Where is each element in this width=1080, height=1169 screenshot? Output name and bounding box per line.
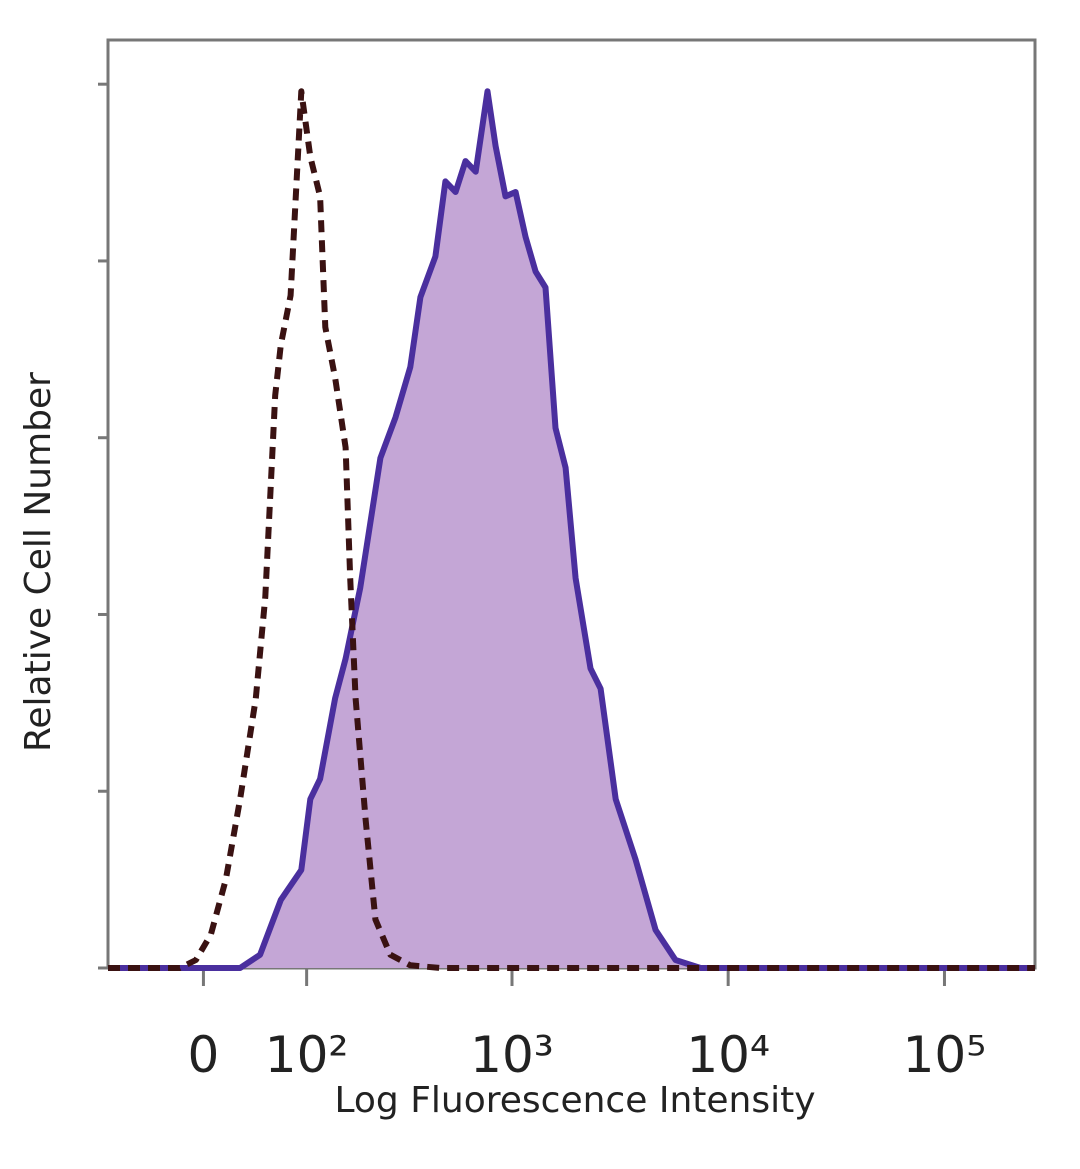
x-tick-label: 10⁵ xyxy=(903,1026,987,1084)
x-tick-label: 0 xyxy=(188,1026,220,1084)
histogram-line xyxy=(108,88,1035,971)
x-axis-label: Log Fluorescence Intensity xyxy=(334,1080,815,1121)
x-tick-label: 10³ xyxy=(470,1026,554,1084)
histogram-area xyxy=(108,91,1035,969)
x-tick-label: 10² xyxy=(265,1026,349,1084)
x-tick-label: 10⁴ xyxy=(686,1026,770,1084)
y-axis-label: Relative Cell Number xyxy=(18,372,59,752)
histogram-line xyxy=(108,88,1035,971)
